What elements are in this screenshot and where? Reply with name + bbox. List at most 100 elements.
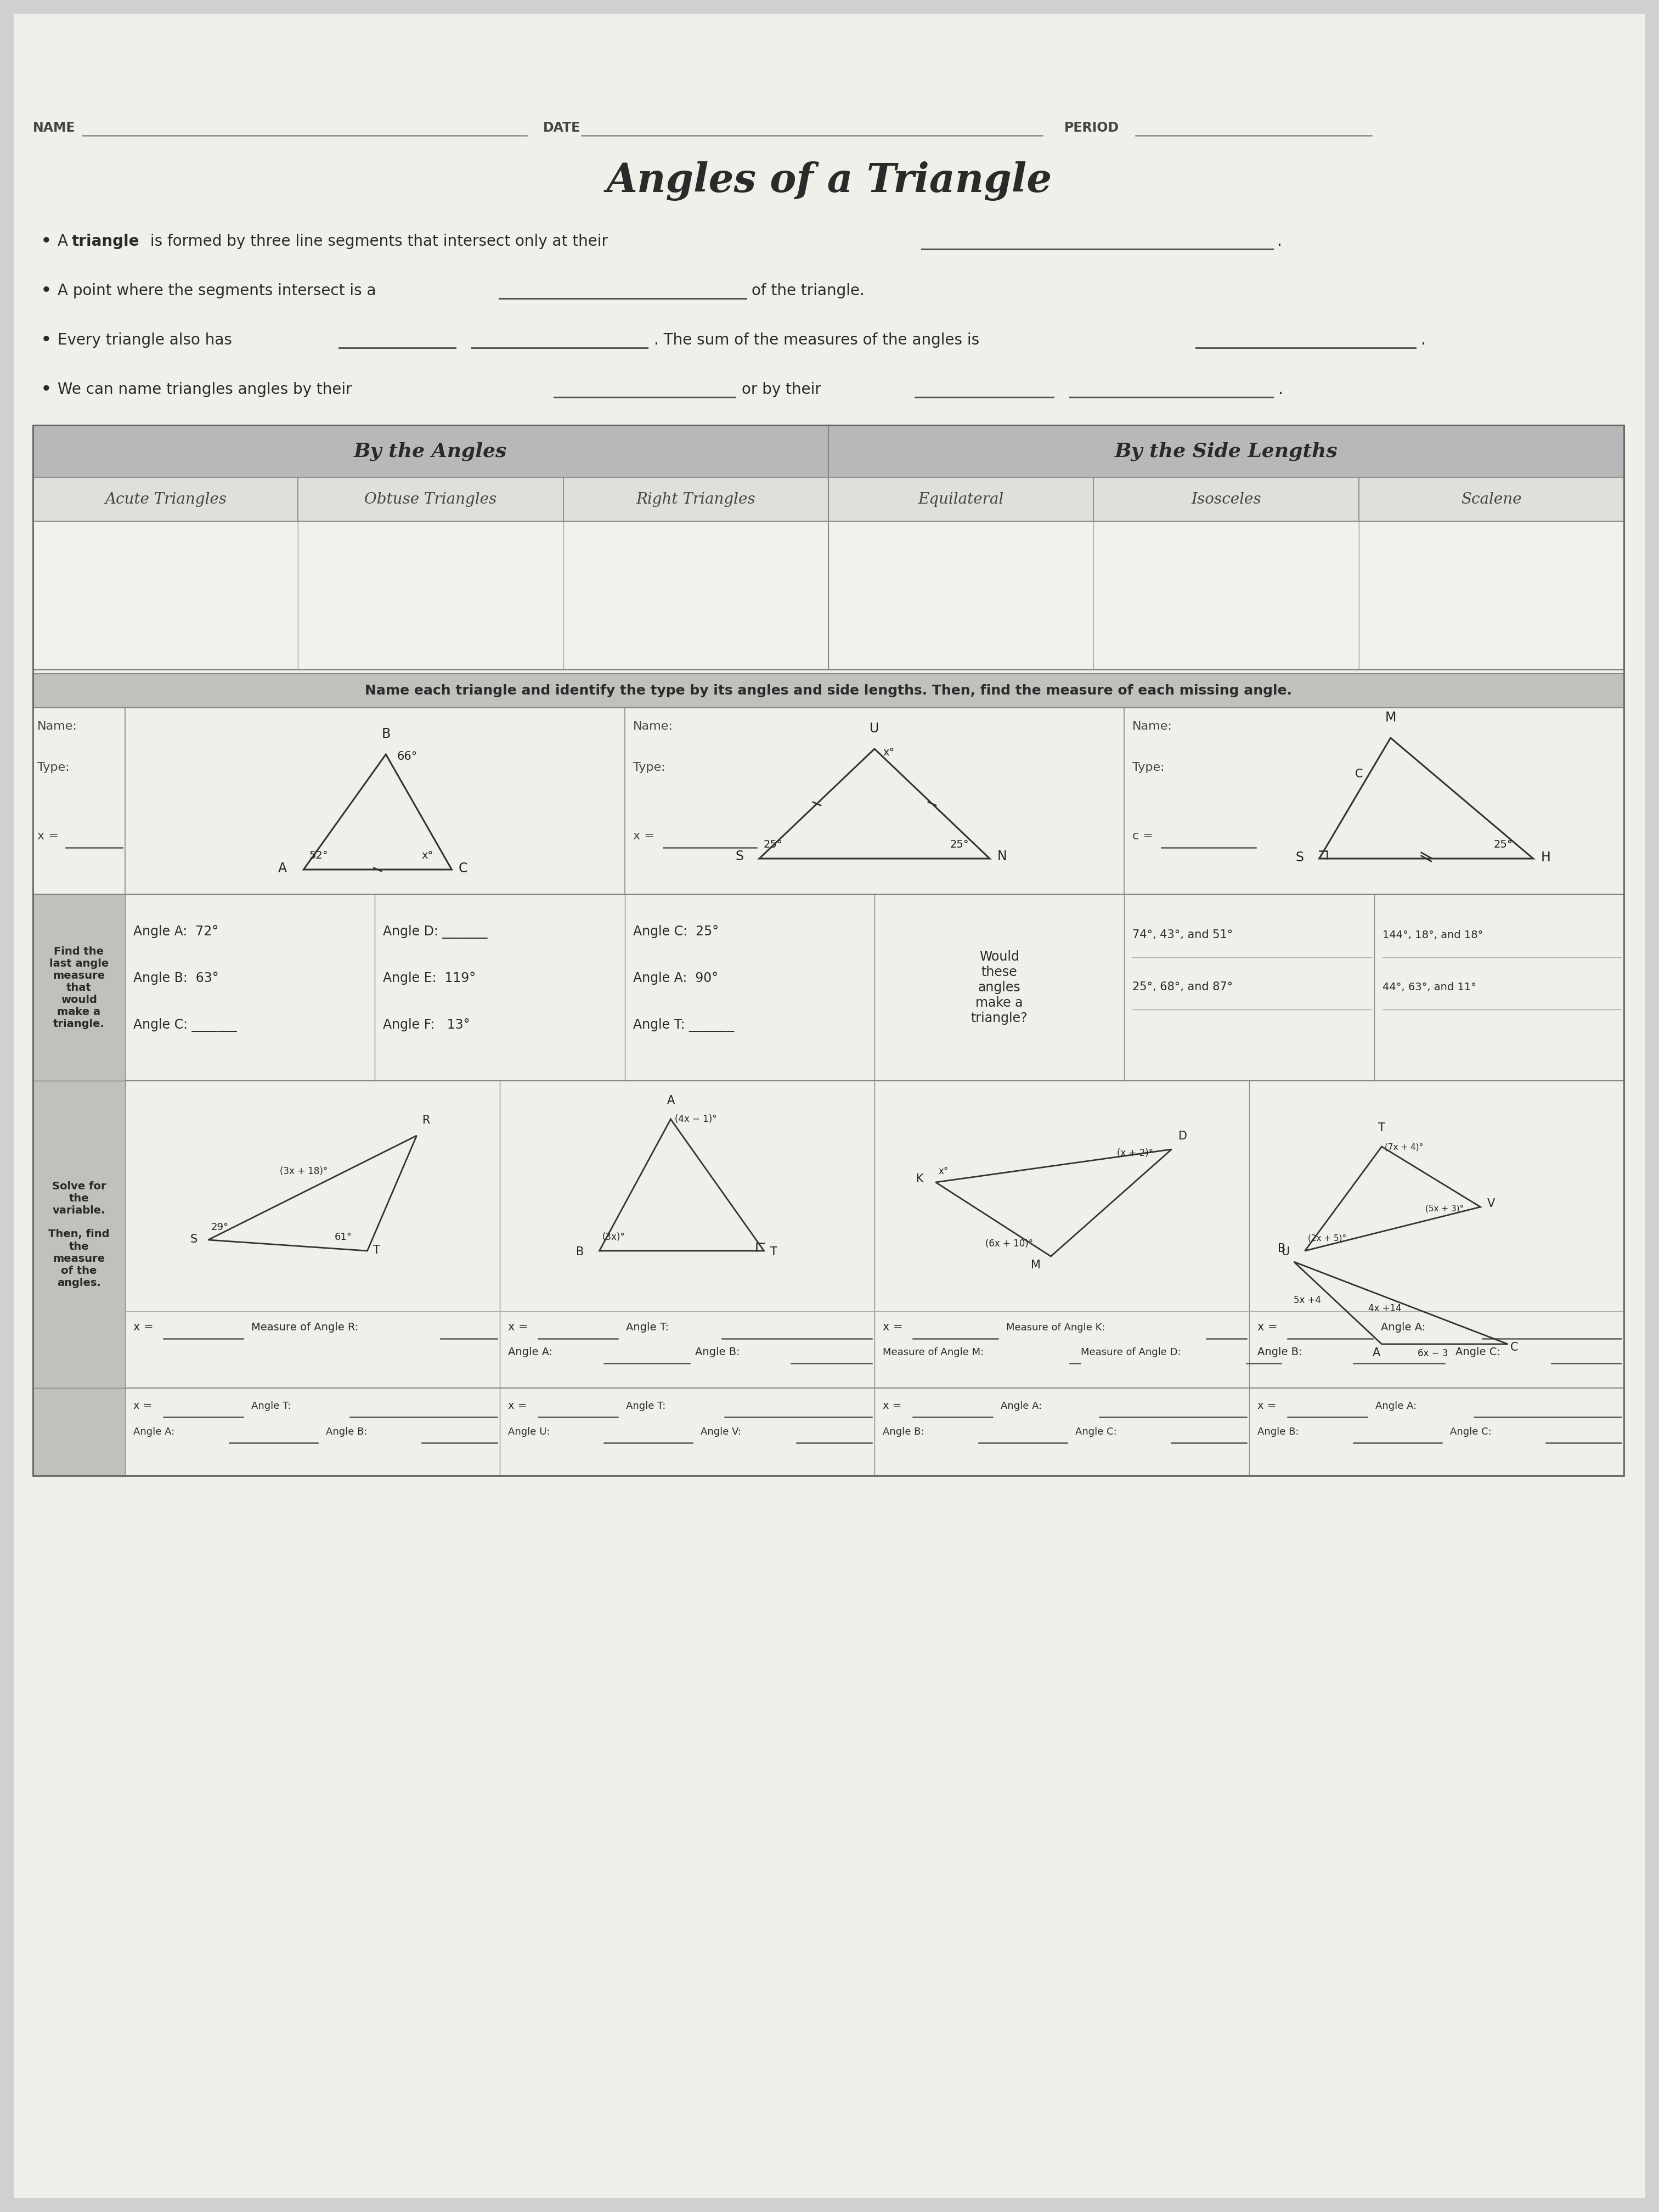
- Text: Equilateral: Equilateral: [917, 491, 1004, 507]
- Text: x =: x =: [1258, 1400, 1276, 1411]
- Text: K: K: [916, 1175, 924, 1183]
- Text: T: T: [373, 1245, 380, 1256]
- Text: Measure of Angle D:: Measure of Angle D:: [1080, 1347, 1181, 1358]
- Bar: [33, 425, 1624, 1475]
- Text: •: •: [41, 234, 51, 250]
- Bar: [299, 522, 564, 670]
- Text: .: .: [1420, 332, 1425, 347]
- Text: Angle T:: Angle T:: [251, 1400, 290, 1411]
- Text: Angle A:  90°: Angle A: 90°: [634, 971, 718, 984]
- Text: N: N: [997, 849, 1007, 863]
- Text: A: A: [1372, 1347, 1380, 1358]
- Text: Find the
last angle
measure
that
would
make a
triangle.: Find the last angle measure that would m…: [50, 947, 109, 1029]
- Bar: [33, 478, 299, 522]
- Text: Angle F:   13°: Angle F: 13°: [383, 1018, 469, 1031]
- Bar: [564, 522, 828, 670]
- Bar: [33, 894, 124, 1082]
- Bar: [1359, 522, 1624, 670]
- Text: Angle B:: Angle B:: [1258, 1427, 1299, 1438]
- Text: Angle D: _______: Angle D: _______: [383, 925, 488, 938]
- Bar: [33, 425, 828, 478]
- Text: Acute Triangles: Acute Triangles: [105, 491, 226, 507]
- Text: (7x + 4)°: (7x + 4)°: [1384, 1144, 1423, 1150]
- Text: (6x + 10)°: (6x + 10)°: [985, 1239, 1034, 1248]
- Bar: [828, 478, 1093, 522]
- Text: Angle T: _______: Angle T: _______: [634, 1018, 733, 1033]
- Text: Angle A:  72°: Angle A: 72°: [133, 925, 219, 938]
- Text: Angle C:  25°: Angle C: 25°: [634, 925, 718, 938]
- Text: S: S: [1296, 852, 1304, 865]
- Bar: [828, 522, 1093, 670]
- Text: Angle B:: Angle B:: [695, 1347, 740, 1358]
- Text: Name:: Name:: [634, 721, 674, 732]
- Text: x°: x°: [421, 849, 433, 860]
- Text: 61°: 61°: [335, 1232, 352, 1243]
- Text: Angle T:: Angle T:: [625, 1400, 665, 1411]
- Text: x =: x =: [133, 1400, 153, 1411]
- Text: By the Side Lengths: By the Side Lengths: [1115, 442, 1337, 460]
- Text: DATE: DATE: [542, 122, 581, 135]
- Text: M: M: [1385, 710, 1397, 723]
- Text: 25°, 68°, and 87°: 25°, 68°, and 87°: [1133, 982, 1233, 993]
- Text: 25°: 25°: [951, 838, 969, 849]
- Text: Angle C:: Angle C:: [1450, 1427, 1491, 1438]
- Text: (5x + 3)°: (5x + 3)°: [1425, 1206, 1465, 1212]
- Text: (4x − 1)°: (4x − 1)°: [675, 1115, 717, 1124]
- Text: c =: c =: [1133, 830, 1153, 841]
- Text: Isosceles: Isosceles: [1191, 491, 1261, 507]
- Text: Would
these
angles
make a
triangle?: Would these angles make a triangle?: [971, 951, 1029, 1024]
- Text: B: B: [576, 1245, 584, 1256]
- Text: Name:: Name:: [1133, 721, 1173, 732]
- Text: Angle B:: Angle B:: [1258, 1347, 1302, 1358]
- Bar: [564, 478, 828, 522]
- Text: Angle C: _______: Angle C: _______: [133, 1018, 237, 1033]
- Text: 74°, 43°, and 51°: 74°, 43°, and 51°: [1133, 929, 1233, 940]
- Text: x =: x =: [508, 1400, 528, 1411]
- Text: (3x + 18)°: (3x + 18)°: [279, 1166, 327, 1177]
- Text: U: U: [869, 721, 879, 734]
- Text: C: C: [1510, 1343, 1518, 1354]
- Text: Angle B:  63°: Angle B: 63°: [133, 971, 219, 984]
- Bar: [33, 675, 1624, 708]
- Text: M: M: [1030, 1259, 1040, 1270]
- Text: C: C: [458, 863, 468, 876]
- Text: of the triangle.: of the triangle.: [752, 283, 864, 299]
- Bar: [1093, 522, 1359, 670]
- Text: 144°, 18°, and 18°: 144°, 18°, and 18°: [1382, 929, 1483, 940]
- Text: 25°: 25°: [1493, 838, 1513, 849]
- Text: Type:: Type:: [36, 761, 70, 772]
- Text: Angle T:: Angle T:: [625, 1323, 669, 1332]
- Text: x°: x°: [939, 1166, 949, 1177]
- Text: 5x +4: 5x +4: [1294, 1296, 1321, 1305]
- Text: is formed by three line segments that intersect only at their: is formed by three line segments that in…: [146, 234, 607, 250]
- Text: 52°: 52°: [309, 849, 328, 860]
- Text: x =: x =: [883, 1321, 902, 1332]
- Text: B: B: [382, 728, 390, 741]
- Text: Name each triangle and identify the type by its angles and side lengths. Then, f: Name each triangle and identify the type…: [365, 684, 1292, 697]
- Text: Solve for
the
variable.

Then, find
the
measure
of the
angles.: Solve for the variable. Then, find the m…: [48, 1181, 109, 1287]
- Text: x =: x =: [1258, 1321, 1277, 1332]
- Text: We can name triangles angles by their: We can name triangles angles by their: [58, 383, 352, 398]
- Text: 25°: 25°: [763, 838, 783, 849]
- Text: NAME: NAME: [33, 122, 75, 135]
- Text: .: .: [1277, 234, 1282, 250]
- Text: Angles of a Triangle: Angles of a Triangle: [607, 161, 1052, 201]
- Bar: [33, 1387, 124, 1475]
- Bar: [1359, 478, 1624, 522]
- Text: V: V: [1486, 1199, 1495, 1210]
- Text: Angle U:: Angle U:: [508, 1427, 551, 1438]
- Text: A: A: [279, 863, 287, 876]
- Text: By the Angles: By the Angles: [353, 442, 508, 460]
- Text: Measure of Angle M:: Measure of Angle M:: [883, 1347, 984, 1358]
- Text: x =: x =: [36, 830, 58, 841]
- Text: A: A: [58, 234, 73, 250]
- Bar: [1093, 478, 1359, 522]
- Text: Type:: Type:: [634, 761, 665, 772]
- Text: Angle V:: Angle V:: [700, 1427, 742, 1438]
- Bar: [299, 478, 564, 522]
- Text: Angle A:: Angle A:: [1380, 1323, 1425, 1332]
- Text: Angle E:  119°: Angle E: 119°: [383, 971, 476, 984]
- Text: T: T: [1379, 1121, 1385, 1133]
- Text: •: •: [41, 383, 51, 398]
- Text: x°: x°: [883, 748, 894, 759]
